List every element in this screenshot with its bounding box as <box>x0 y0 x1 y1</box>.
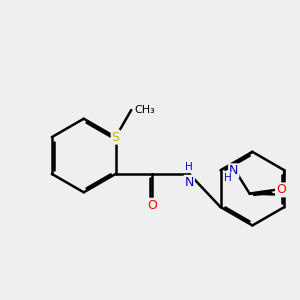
Text: S: S <box>112 130 120 144</box>
Text: O: O <box>148 199 158 212</box>
Text: H: H <box>224 173 232 183</box>
Text: H: H <box>185 162 193 172</box>
Text: CH₃: CH₃ <box>134 105 155 115</box>
Text: N: N <box>229 164 238 177</box>
Text: N: N <box>184 176 194 189</box>
Text: O: O <box>276 183 286 196</box>
